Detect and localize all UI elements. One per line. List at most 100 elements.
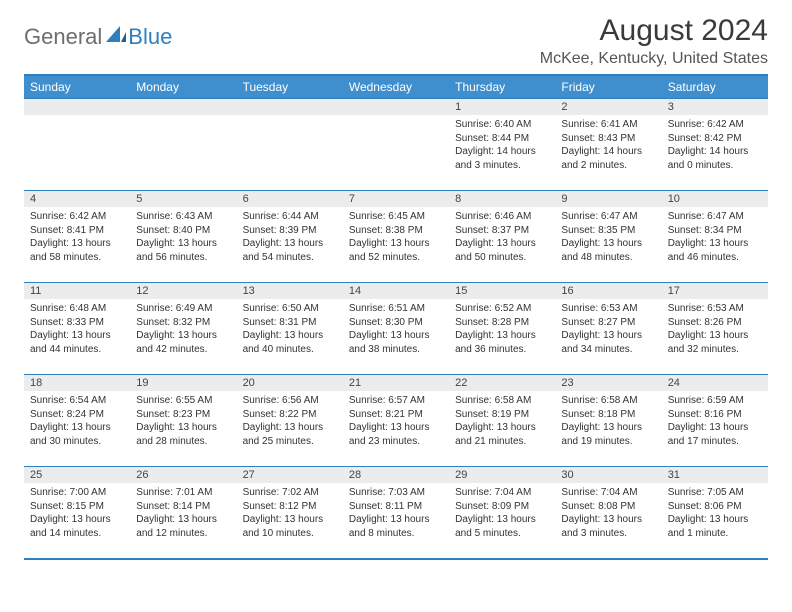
day-number: 9	[555, 191, 661, 207]
sunset-text: Sunset: 8:28 PM	[455, 316, 549, 330]
day-number	[343, 99, 449, 115]
calendar-day-cell: 31Sunrise: 7:05 AMSunset: 8:06 PMDayligh…	[662, 467, 768, 559]
sunset-text: Sunset: 8:35 PM	[561, 224, 655, 238]
calendar-day-cell: 1Sunrise: 6:40 AMSunset: 8:44 PMDaylight…	[449, 99, 555, 191]
day-body: Sunrise: 6:51 AMSunset: 8:30 PMDaylight:…	[343, 299, 449, 360]
calendar-day-cell: 8Sunrise: 6:46 AMSunset: 8:37 PMDaylight…	[449, 191, 555, 283]
day-body: Sunrise: 6:52 AMSunset: 8:28 PMDaylight:…	[449, 299, 555, 360]
day-number: 29	[449, 467, 555, 483]
daylight-text: Daylight: 13 hours and 54 minutes.	[243, 237, 337, 264]
calendar-day-cell: 17Sunrise: 6:53 AMSunset: 8:26 PMDayligh…	[662, 283, 768, 375]
sunset-text: Sunset: 8:09 PM	[455, 500, 549, 514]
sunset-text: Sunset: 8:19 PM	[455, 408, 549, 422]
daylight-text: Daylight: 13 hours and 10 minutes.	[243, 513, 337, 540]
daylight-text: Daylight: 13 hours and 38 minutes.	[349, 329, 443, 356]
calendar-day-cell: 11Sunrise: 6:48 AMSunset: 8:33 PMDayligh…	[24, 283, 130, 375]
day-body: Sunrise: 7:04 AMSunset: 8:08 PMDaylight:…	[555, 483, 661, 544]
calendar-day-cell: 15Sunrise: 6:52 AMSunset: 8:28 PMDayligh…	[449, 283, 555, 375]
calendar-day-cell: 22Sunrise: 6:58 AMSunset: 8:19 PMDayligh…	[449, 375, 555, 467]
daylight-text: Daylight: 13 hours and 14 minutes.	[30, 513, 124, 540]
sunrise-text: Sunrise: 6:42 AM	[668, 118, 762, 132]
calendar-week-row: 1Sunrise: 6:40 AMSunset: 8:44 PMDaylight…	[24, 99, 768, 191]
sunset-text: Sunset: 8:31 PM	[243, 316, 337, 330]
day-number: 15	[449, 283, 555, 299]
sunrise-text: Sunrise: 6:57 AM	[349, 394, 443, 408]
day-body	[343, 115, 449, 122]
sunrise-text: Sunrise: 6:47 AM	[668, 210, 762, 224]
day-number	[130, 99, 236, 115]
calendar-day-cell: 6 Sunrise: 6:44 AMSunset: 8:39 PMDaylight…	[237, 191, 343, 283]
calendar-day-cell	[343, 99, 449, 191]
daylight-text: Daylight: 13 hours and 58 minutes.	[30, 237, 124, 264]
weekday-header-row: Sunday Monday Tuesday Wednesday Thursday…	[24, 75, 768, 99]
day-body: Sunrise: 6:58 AMSunset: 8:19 PMDaylight:…	[449, 391, 555, 452]
calendar-day-cell	[24, 99, 130, 191]
sunset-text: Sunset: 8:43 PM	[561, 132, 655, 146]
day-body	[24, 115, 130, 122]
daylight-text: Daylight: 13 hours and 12 minutes.	[136, 513, 230, 540]
day-body: Sunrise: 6:55 AMSunset: 8:23 PMDaylight:…	[130, 391, 236, 452]
sunrise-text: Sunrise: 6:40 AM	[455, 118, 549, 132]
calendar-day-cell: 7Sunrise: 6:45 AMSunset: 8:38 PMDaylight…	[343, 191, 449, 283]
calendar-day-cell: 27Sunrise: 7:02 AMSunset: 8:12 PMDayligh…	[237, 467, 343, 559]
calendar-day-cell: 25Sunrise: 7:00 AMSunset: 8:15 PMDayligh…	[24, 467, 130, 559]
day-body: Sunrise: 6:58 AMSunset: 8:18 PMDaylight:…	[555, 391, 661, 452]
sunset-text: Sunset: 8:24 PM	[30, 408, 124, 422]
day-number	[237, 99, 343, 115]
daylight-text: Daylight: 13 hours and 17 minutes.	[668, 421, 762, 448]
logo-sail-icon	[106, 26, 126, 49]
daylight-text: Daylight: 13 hours and 50 minutes.	[455, 237, 549, 264]
sunset-text: Sunset: 8:39 PM	[243, 224, 337, 238]
day-body: Sunrise: 7:01 AMSunset: 8:14 PMDaylight:…	[130, 483, 236, 544]
day-number: 13	[237, 283, 343, 299]
sunrise-text: Sunrise: 6:46 AM	[455, 210, 549, 224]
calendar-day-cell: 20Sunrise: 6:56 AMSunset: 8:22 PMDayligh…	[237, 375, 343, 467]
daylight-text: Daylight: 13 hours and 56 minutes.	[136, 237, 230, 264]
day-body: Sunrise: 6:42 AMSunset: 8:42 PMDaylight:…	[662, 115, 768, 176]
header: General Blue August 2024 McKee, Kentucky…	[24, 14, 768, 68]
sunset-text: Sunset: 8:08 PM	[561, 500, 655, 514]
sunrise-text: Sunrise: 6:52 AM	[455, 302, 549, 316]
day-body: Sunrise: 6:54 AMSunset: 8:24 PMDaylight:…	[24, 391, 130, 452]
day-body: Sunrise: 6:47 AMSunset: 8:34 PMDaylight:…	[662, 207, 768, 268]
day-number: 19	[130, 375, 236, 391]
sunrise-text: Sunrise: 6:44 AM	[243, 210, 337, 224]
sunrise-text: Sunrise: 6:53 AM	[668, 302, 762, 316]
calendar-day-cell: 13Sunrise: 6:50 AMSunset: 8:31 PMDayligh…	[237, 283, 343, 375]
sunrise-text: Sunrise: 6:47 AM	[561, 210, 655, 224]
month-title: August 2024	[540, 14, 768, 48]
daylight-text: Daylight: 13 hours and 3 minutes.	[561, 513, 655, 540]
calendar-week-row: 4Sunrise: 6:42 AMSunset: 8:41 PMDaylight…	[24, 191, 768, 283]
sunrise-text: Sunrise: 6:49 AM	[136, 302, 230, 316]
day-number	[24, 99, 130, 115]
day-number: 25	[24, 467, 130, 483]
daylight-text: Daylight: 13 hours and 21 minutes.	[455, 421, 549, 448]
day-number: 2	[555, 99, 661, 115]
calendar-day-cell: 2Sunrise: 6:41 AMSunset: 8:43 PMDaylight…	[555, 99, 661, 191]
day-body: Sunrise: 7:04 AMSunset: 8:09 PMDaylight:…	[449, 483, 555, 544]
daylight-text: Daylight: 13 hours and 46 minutes.	[668, 237, 762, 264]
day-number: 7	[343, 191, 449, 207]
sunset-text: Sunset: 8:41 PM	[30, 224, 124, 238]
sunset-text: Sunset: 8:38 PM	[349, 224, 443, 238]
sunrise-text: Sunrise: 6:51 AM	[349, 302, 443, 316]
day-number: 14	[343, 283, 449, 299]
calendar-week-row: 18Sunrise: 6:54 AMSunset: 8:24 PMDayligh…	[24, 375, 768, 467]
day-body: Sunrise: 6:57 AMSunset: 8:21 PMDaylight:…	[343, 391, 449, 452]
sunset-text: Sunset: 8:26 PM	[668, 316, 762, 330]
sunset-text: Sunset: 8:16 PM	[668, 408, 762, 422]
sunrise-text: Sunrise: 6:59 AM	[668, 394, 762, 408]
calendar-day-cell: 21Sunrise: 6:57 AMSunset: 8:21 PMDayligh…	[343, 375, 449, 467]
daylight-text: Daylight: 13 hours and 52 minutes.	[349, 237, 443, 264]
calendar-day-cell: 26Sunrise: 7:01 AMSunset: 8:14 PMDayligh…	[130, 467, 236, 559]
sunrise-text: Sunrise: 7:05 AM	[668, 486, 762, 500]
day-number: 6	[237, 191, 343, 207]
weekday-header: Sunday	[24, 75, 130, 99]
day-body: Sunrise: 6:53 AMSunset: 8:27 PMDaylight:…	[555, 299, 661, 360]
weekday-header: Tuesday	[237, 75, 343, 99]
sunset-text: Sunset: 8:15 PM	[30, 500, 124, 514]
daylight-text: Daylight: 13 hours and 25 minutes.	[243, 421, 337, 448]
day-body: Sunrise: 6:46 AMSunset: 8:37 PMDaylight:…	[449, 207, 555, 268]
logo-text-general: General	[24, 24, 102, 50]
daylight-text: Daylight: 14 hours and 0 minutes.	[668, 145, 762, 172]
